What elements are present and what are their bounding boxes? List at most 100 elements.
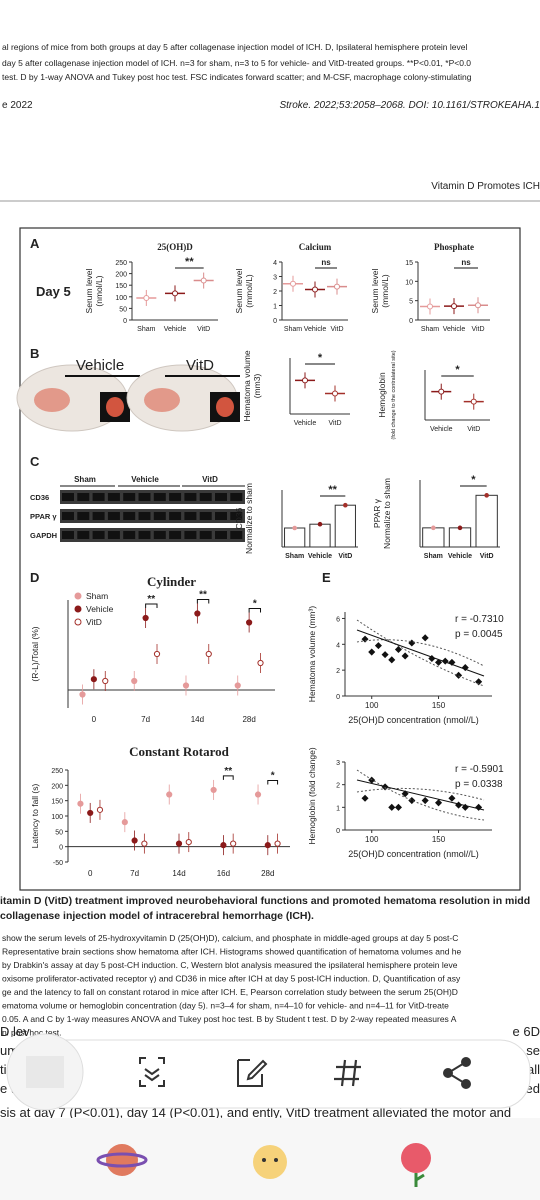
y-tick-label: 2 (336, 783, 340, 790)
header-line: day 5 after collagenase injection model … (2, 58, 471, 68)
rose-icon[interactable] (401, 1143, 431, 1173)
blot-lane (60, 509, 245, 523)
y-tick-label: 100 (51, 814, 63, 821)
blot-band (123, 531, 136, 539)
panel-label: D (30, 570, 39, 585)
x-axis-label: 25(OH)D concentration (nmol//L) (348, 849, 479, 859)
eye (274, 1158, 278, 1162)
mean-marker (302, 377, 308, 384)
legend-label: Vehicle (86, 604, 114, 614)
legend-label: Sham (86, 591, 108, 601)
blot-band (77, 493, 90, 501)
bar (448, 527, 472, 548)
blot-band (169, 531, 182, 539)
x-tick-label: Sham (284, 326, 302, 333)
y-axis-label: Latency to fall (s) (30, 783, 40, 848)
blot-group: Vehicle (131, 475, 159, 484)
histology-stain (106, 397, 124, 417)
blot-band (199, 531, 212, 539)
mean-marker (185, 838, 192, 846)
significance-label: ** (147, 594, 155, 605)
y-tick-label: 1 (273, 304, 277, 311)
planet-icon[interactable] (106, 1144, 138, 1176)
blot-band (107, 512, 120, 520)
y-axis-label: (nmol/L) (94, 275, 104, 306)
y-axis-label: (mmol/L) (380, 274, 390, 308)
significance-label: * (253, 599, 257, 610)
y-tick-label: 4 (273, 260, 277, 267)
y-tick-label: 250 (51, 768, 63, 775)
y-axis-label: Normalize to sham (382, 478, 392, 549)
blot-band (199, 512, 212, 520)
scatter-point (421, 796, 429, 805)
panel-label: A (30, 236, 40, 251)
x-tick-label: 7d (130, 869, 139, 878)
mean-marker (451, 303, 457, 310)
scatter-point (388, 803, 396, 811)
y-axis-label: PPAR γ (372, 498, 382, 528)
mean-marker (210, 786, 217, 794)
significance-label: ** (199, 590, 207, 601)
hematoma (144, 388, 180, 412)
blot-band (77, 531, 90, 539)
mean-marker (175, 840, 183, 847)
scatter-point (448, 794, 456, 802)
histology-stain (216, 397, 234, 417)
thumbnail-image (26, 1056, 64, 1088)
share-icon[interactable] (443, 1057, 471, 1089)
mean-marker (153, 650, 161, 658)
chart-title: Phosphate (434, 242, 474, 252)
legend-label: VitD (86, 617, 102, 627)
significance-label: * (271, 771, 275, 782)
y-axis-label: (fold change to the contralateral site) (391, 350, 397, 439)
blot-band (92, 493, 105, 501)
hashtag-icon[interactable] (334, 1059, 361, 1087)
blot-band (184, 493, 197, 501)
body-fragment: D lev (0, 1024, 30, 1039)
edit-icon[interactable] (237, 1059, 268, 1087)
scan-icon[interactable] (139, 1057, 165, 1087)
chart-title: 25(OH)D (157, 242, 193, 252)
body-fragment: e 6D (513, 1024, 540, 1039)
y-tick-label: 0 (123, 318, 127, 325)
scatter-point (408, 796, 416, 805)
mean-marker (246, 619, 253, 626)
mean-marker (220, 842, 227, 849)
caption-title: itamin D (VitD) treatment improved neuro… (0, 895, 530, 907)
chart-title: Calcium (299, 242, 332, 252)
significance-bracket (267, 780, 279, 785)
x-tick-label: 28d (242, 715, 255, 724)
y-tick-label: 150 (115, 283, 127, 290)
scatter-point (394, 803, 402, 811)
scatter-point (475, 678, 483, 686)
confidence-band (356, 619, 485, 687)
blot-band (169, 512, 182, 520)
significance-bracket (222, 775, 234, 780)
scatter-point (374, 642, 382, 650)
x-tick-label: Vehicle (294, 420, 317, 427)
y-tick-label: 15 (405, 260, 413, 267)
y-tick-label: 0 (59, 845, 63, 852)
x-tick-label: Vehicle (304, 326, 327, 333)
y-axis-label: CD36 (234, 507, 244, 529)
y-tick-label: 0 (273, 318, 277, 325)
significance-bracket (145, 603, 158, 608)
y-tick-label: 10 (405, 279, 413, 286)
brain-label: VitD (186, 357, 214, 374)
body-fragment: se (526, 1043, 540, 1058)
x-tick-label: VitD (467, 426, 480, 433)
panel-label: B (30, 346, 39, 361)
blot-band (62, 531, 74, 539)
blot-band (123, 512, 136, 520)
blot-band (138, 512, 151, 520)
panel-label: E (322, 570, 331, 585)
mean-marker (254, 791, 262, 798)
header-line: al regions of mice from both groups at d… (2, 42, 467, 52)
face-icon[interactable] (253, 1145, 287, 1179)
bar-point (292, 525, 297, 531)
significance-bracket (248, 608, 262, 613)
significance-label: ** (328, 484, 337, 496)
